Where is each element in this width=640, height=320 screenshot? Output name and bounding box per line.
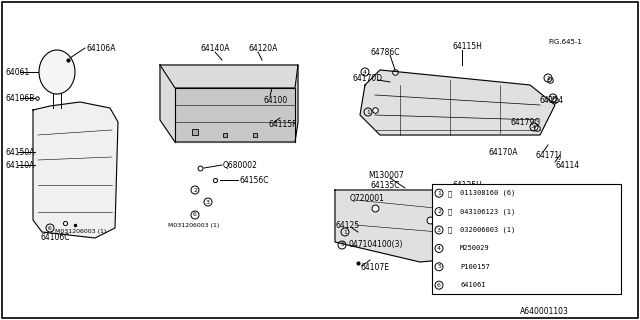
Text: 1: 1 bbox=[437, 191, 441, 196]
Text: 64107E: 64107E bbox=[360, 263, 389, 273]
Text: 64125H: 64125H bbox=[452, 180, 482, 189]
Text: 64120A: 64120A bbox=[248, 44, 277, 52]
Polygon shape bbox=[360, 70, 555, 135]
Text: Q680002: Q680002 bbox=[223, 161, 258, 170]
Text: 1: 1 bbox=[343, 229, 347, 235]
Text: 4: 4 bbox=[532, 124, 536, 130]
Text: 032006003 (1): 032006003 (1) bbox=[460, 227, 515, 233]
Text: 64179G: 64179G bbox=[510, 117, 540, 126]
Text: 4: 4 bbox=[363, 69, 367, 75]
Text: 64156C: 64156C bbox=[239, 175, 269, 185]
Text: 043106123 (1): 043106123 (1) bbox=[460, 208, 515, 215]
Polygon shape bbox=[175, 88, 295, 142]
Text: 64150A: 64150A bbox=[5, 148, 35, 156]
Text: P100157: P100157 bbox=[460, 264, 490, 270]
Text: 4: 4 bbox=[437, 246, 441, 251]
Text: 64114: 64114 bbox=[540, 95, 564, 105]
Text: 5: 5 bbox=[340, 243, 344, 247]
Text: M250029: M250029 bbox=[460, 245, 490, 252]
Text: 64140A: 64140A bbox=[200, 44, 230, 52]
Polygon shape bbox=[335, 190, 495, 262]
Text: 3: 3 bbox=[206, 199, 210, 204]
Text: 64171F: 64171F bbox=[482, 204, 511, 212]
Text: 2: 2 bbox=[437, 209, 441, 214]
Text: 3: 3 bbox=[437, 228, 441, 233]
Text: 6: 6 bbox=[193, 212, 197, 218]
Text: Q720001: Q720001 bbox=[350, 194, 385, 203]
Text: M130007: M130007 bbox=[368, 171, 404, 180]
Text: M031206003 (1): M031206003 (1) bbox=[55, 229, 106, 235]
Text: 64114: 64114 bbox=[555, 161, 579, 170]
Text: Ⓦ: Ⓦ bbox=[448, 227, 452, 233]
Text: 64106B: 64106B bbox=[5, 93, 35, 102]
Text: 64135C: 64135C bbox=[370, 180, 399, 189]
Text: 64061: 64061 bbox=[5, 68, 29, 76]
Text: 5: 5 bbox=[437, 264, 441, 269]
Text: 64106I: 64106I bbox=[460, 282, 486, 288]
Text: 64115F: 64115F bbox=[268, 119, 296, 129]
Text: Ⓢ: Ⓢ bbox=[448, 208, 452, 215]
Text: 64170D: 64170D bbox=[352, 74, 382, 83]
Polygon shape bbox=[160, 65, 298, 88]
Text: 64125: 64125 bbox=[335, 220, 359, 229]
Bar bbox=[432, 184, 621, 294]
Text: 6: 6 bbox=[48, 226, 52, 230]
Text: 64110A: 64110A bbox=[5, 161, 35, 170]
Text: 4: 4 bbox=[551, 95, 555, 100]
Text: Ⓑ: Ⓑ bbox=[448, 190, 452, 196]
Text: 64786C: 64786C bbox=[370, 47, 399, 57]
Text: 64170A: 64170A bbox=[488, 148, 518, 156]
Polygon shape bbox=[33, 102, 118, 238]
Polygon shape bbox=[160, 65, 298, 142]
Text: 1: 1 bbox=[546, 76, 550, 81]
Text: FIG.645-1: FIG.645-1 bbox=[548, 39, 582, 45]
Text: 1: 1 bbox=[366, 109, 370, 115]
Text: 64171J: 64171J bbox=[535, 150, 561, 159]
Text: 6: 6 bbox=[437, 283, 441, 288]
Text: 011308160 (6): 011308160 (6) bbox=[460, 190, 515, 196]
Text: A640001103: A640001103 bbox=[520, 308, 569, 316]
Text: 64115H: 64115H bbox=[452, 42, 482, 51]
Text: 2: 2 bbox=[193, 188, 197, 193]
Text: 64106C: 64106C bbox=[40, 234, 70, 243]
Text: M031206003 (1): M031206003 (1) bbox=[168, 222, 220, 228]
Ellipse shape bbox=[39, 50, 75, 94]
Text: 64100: 64100 bbox=[263, 95, 287, 105]
Text: 047104100(3): 047104100(3) bbox=[348, 241, 403, 250]
Text: 64106A: 64106A bbox=[86, 44, 115, 52]
